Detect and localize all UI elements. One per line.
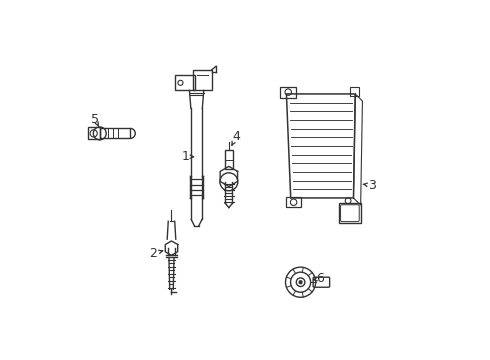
Text: 5: 5 xyxy=(91,113,99,126)
Text: 4: 4 xyxy=(232,130,240,144)
Text: 1: 1 xyxy=(182,150,190,163)
Text: 6: 6 xyxy=(317,272,324,285)
Text: 3: 3 xyxy=(368,179,376,192)
Bar xyxy=(225,149,233,169)
Text: 2: 2 xyxy=(149,247,157,260)
Bar xyxy=(339,203,361,223)
Bar xyxy=(193,70,212,90)
Circle shape xyxy=(299,281,302,284)
Bar xyxy=(350,87,359,96)
Bar xyxy=(100,129,130,138)
